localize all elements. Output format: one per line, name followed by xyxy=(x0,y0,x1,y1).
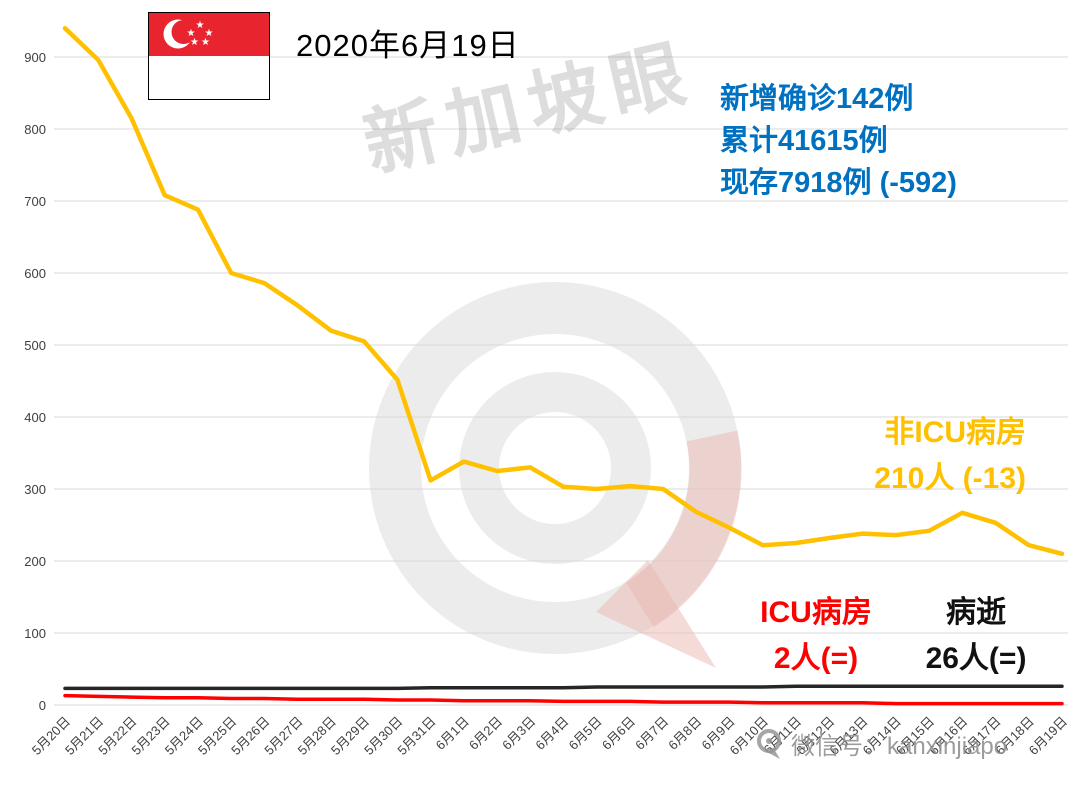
y-tick-label: 300 xyxy=(24,482,46,497)
series-line-1 xyxy=(63,693,1064,706)
svg-text:★: ★ xyxy=(205,28,214,39)
y-tick-label: 500 xyxy=(24,338,46,353)
brand-logo-watermark-icon xyxy=(596,560,716,668)
series-line-2 xyxy=(63,684,1064,691)
deaths-value: 26人(=) xyxy=(925,642,1027,675)
series-line-0 xyxy=(62,25,1065,557)
non-icu-name: 非ICU病房 xyxy=(884,416,1026,449)
deaths-name: 病逝 xyxy=(946,596,1006,629)
x-tick-label: 6月8日 xyxy=(665,714,704,753)
stats-annotation: 新增确诊142例 累计41615例 现存7918例 (-592) xyxy=(720,78,957,204)
x-tick-label: 6月6日 xyxy=(599,714,638,753)
icu-value: 2人(=) xyxy=(773,642,859,675)
cumulative-cases-text: 累计41615例 xyxy=(720,125,888,157)
non-icu-value: 210人 (-13) xyxy=(874,462,1026,495)
svg-text:★: ★ xyxy=(201,37,210,48)
y-tick-label: 700 xyxy=(24,194,46,209)
x-tick-label: 6月1日 xyxy=(433,714,472,753)
svg-text:★: ★ xyxy=(187,28,196,39)
icu-series-label: ICU病房 2人(=) xyxy=(740,590,892,682)
x-tick-label: 6月5日 xyxy=(566,714,605,753)
y-tick-label: 800 xyxy=(24,122,46,137)
x-tick-label: 6月7日 xyxy=(632,714,671,753)
y-tick-label: 200 xyxy=(24,554,46,569)
deaths-series-label: 病逝 26人(=) xyxy=(910,590,1042,682)
non-icu-series-label: 非ICU病房 210人 (-13) xyxy=(808,410,1026,502)
y-tick-label: 100 xyxy=(24,626,46,641)
svg-text:★: ★ xyxy=(196,20,205,31)
icu-name: ICU病房 xyxy=(760,596,872,629)
y-tick-label: 400 xyxy=(24,410,46,425)
new-cases-text: 新增确诊142例 xyxy=(720,83,914,115)
x-tick-label: 6月3日 xyxy=(499,714,538,753)
x-tick-label: 6月2日 xyxy=(466,714,505,753)
chart-title-date: 2020年6月19日 xyxy=(296,28,520,63)
y-tick-label: 900 xyxy=(24,50,46,65)
brand-logo-watermark-icon xyxy=(459,372,651,564)
x-tick-label: 6月4日 xyxy=(532,714,571,753)
active-cases-text: 现存7918例 (-592) xyxy=(720,167,957,199)
singapore-flag-icon: ★ ★ ★ ★ ★ xyxy=(148,12,270,100)
y-tick-label: 600 xyxy=(24,266,46,281)
svg-text:★: ★ xyxy=(190,37,199,48)
y-tick-label: 0 xyxy=(39,698,46,713)
